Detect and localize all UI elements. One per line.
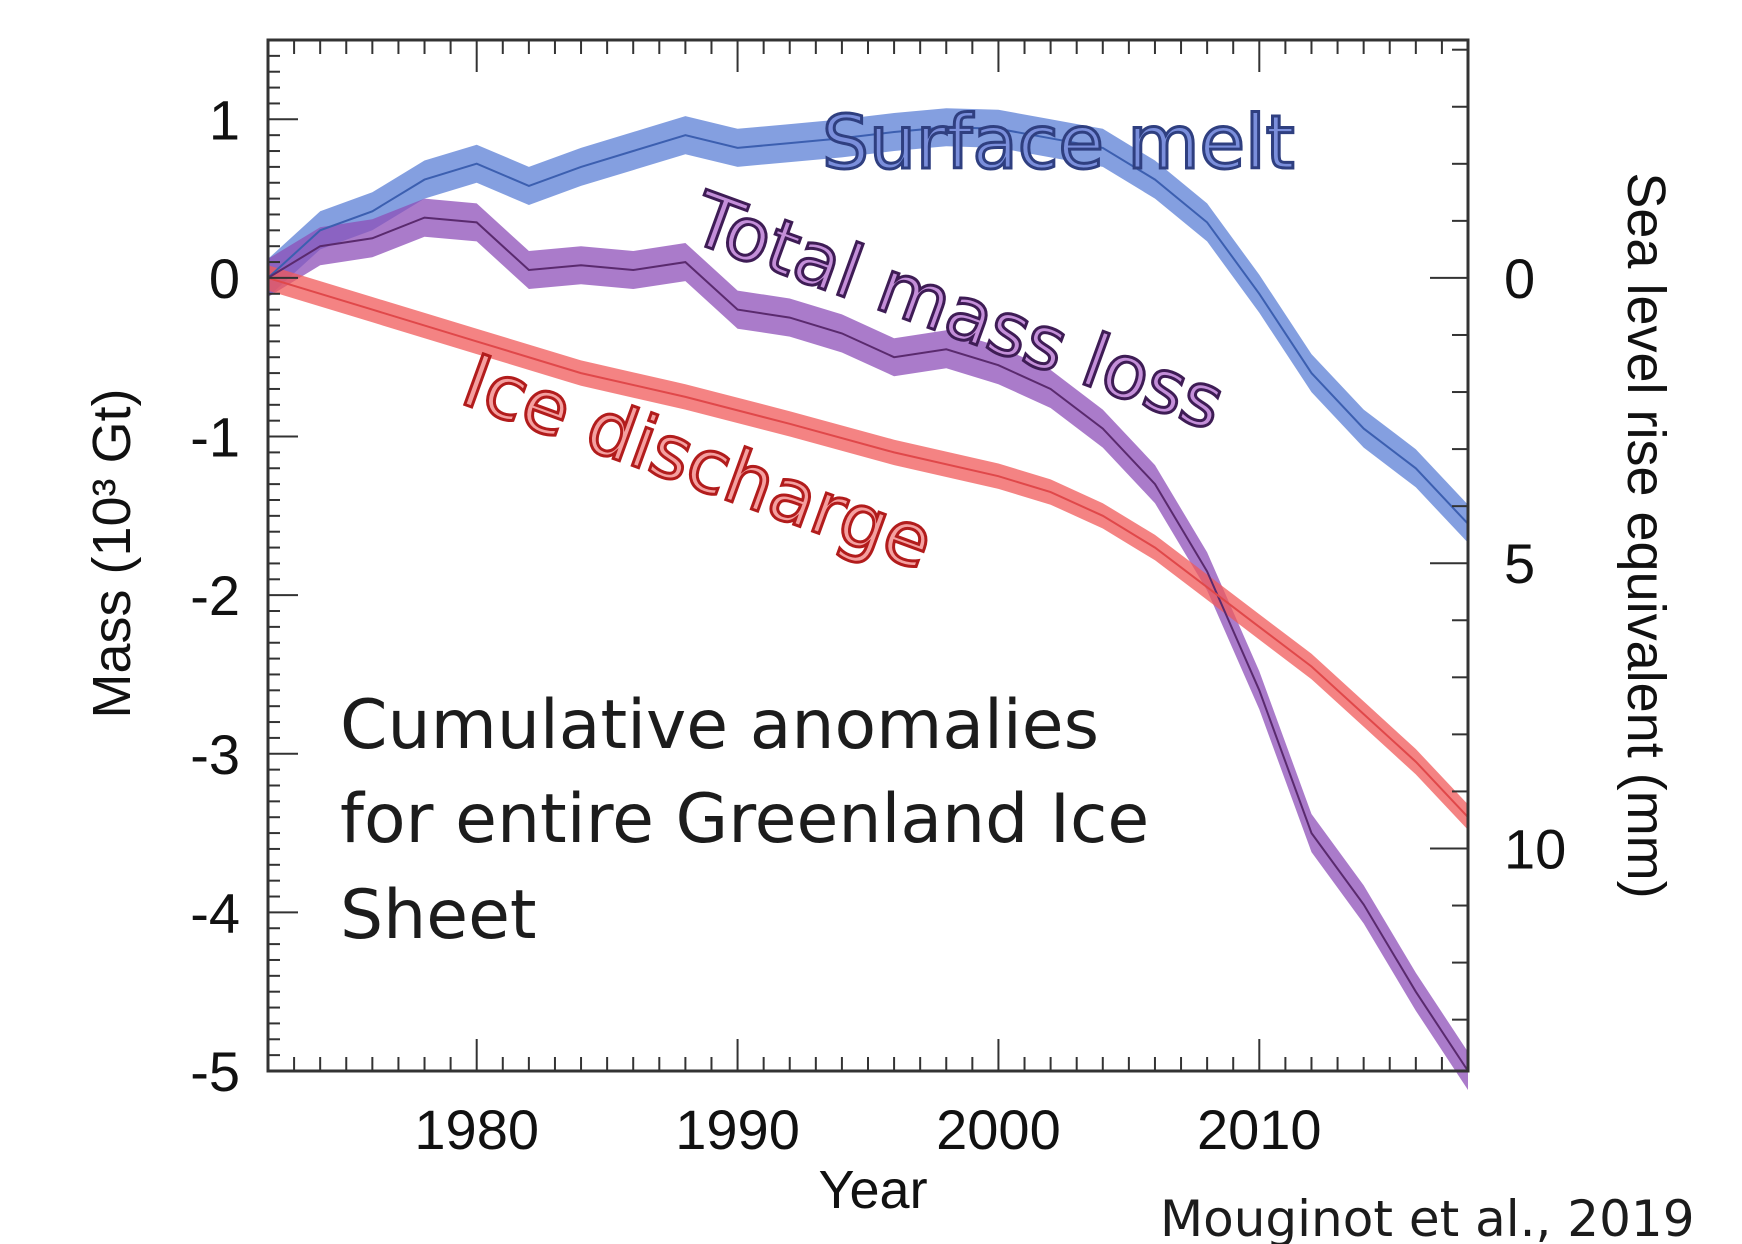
y-axis-title: Mass (10³ Gt): [82, 388, 142, 718]
source-credit: Mouginot et al., 2019: [1160, 1190, 1695, 1244]
band-ice-discharge: [268, 265, 1468, 830]
annotation-line-1: Cumulative anomalies: [340, 686, 1099, 765]
series-label-surface-melt: Surface melt: [822, 100, 1295, 186]
y-tick-label: -4: [190, 881, 240, 944]
y-tick-label: 0: [209, 247, 240, 310]
annotation-line-2: for entire Greenland Ice: [340, 780, 1149, 859]
series-lines: [267, 126, 1469, 1072]
y2-tick-label: 0: [1504, 247, 1535, 310]
x-tick-label: 1980: [414, 1098, 539, 1161]
uncertainty-bands: [268, 108, 1468, 1091]
y-tick-label: -3: [190, 723, 240, 786]
annotation-line-3: Sheet: [340, 876, 537, 955]
series-label-ice-discharge: Ice discharge: [452, 338, 944, 587]
y2-tick-label: 5: [1504, 532, 1535, 595]
y2-axis-title: Sea level rise equivalent (mm): [1616, 172, 1676, 898]
line-ice-discharge: [267, 276, 1469, 818]
x-tick-label: 2010: [1197, 1098, 1322, 1161]
x-axis-title: Year: [818, 1160, 927, 1220]
y2-tick-label: 10: [1504, 817, 1566, 880]
x-tick-label: 2000: [936, 1098, 1061, 1161]
x-tick-label: 1990: [675, 1098, 800, 1161]
axis-ticks: [268, 40, 1469, 1072]
line-total-mass-loss: [267, 216, 1469, 1072]
y-tick-label: -1: [190, 406, 240, 469]
y-tick-label: 1: [209, 88, 240, 151]
line-surface-melt: [267, 126, 1469, 525]
y-tick-label: -2: [190, 564, 240, 627]
y-tick-label: -5: [190, 1040, 240, 1103]
